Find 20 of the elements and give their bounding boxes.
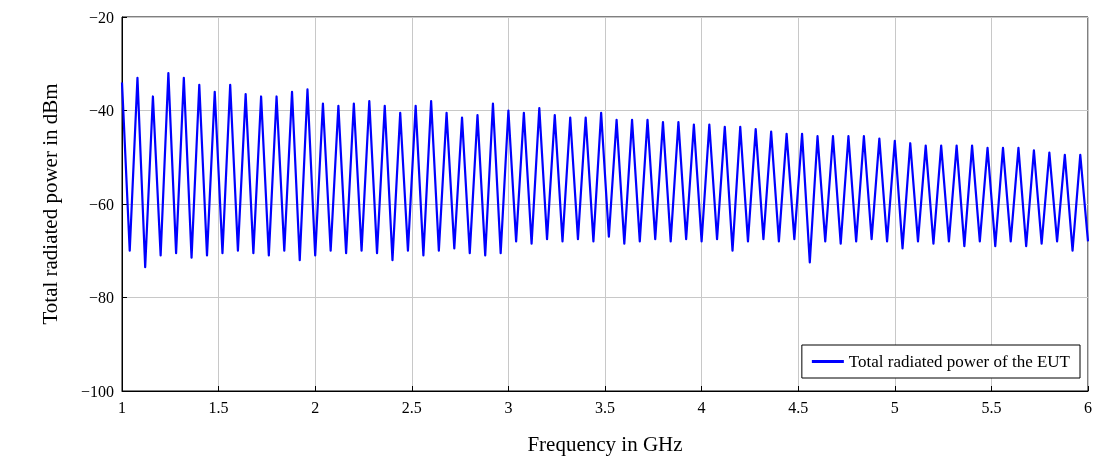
x-tick-label: 5: [890, 398, 899, 416]
x-tick-label: 4.5: [788, 398, 809, 416]
x-tick-label: 2.5: [401, 398, 422, 416]
x-tick-label: 2: [311, 398, 320, 416]
y-tick-label: −60: [88, 195, 114, 213]
x-tick-label: 1: [118, 398, 126, 416]
y-tick-label: −100: [80, 382, 114, 400]
y-tick-label: −20: [88, 8, 114, 26]
y-tick-label: −80: [88, 289, 114, 306]
x-tick-label: 3: [504, 398, 513, 416]
x-tick-label: 3.5: [595, 398, 615, 416]
legend-label: Total radiated power of the EUT: [848, 352, 1071, 371]
line-series: [120, 72, 1090, 269]
x-tick-label: 1.5: [208, 398, 229, 416]
y-axis-title: Total radiated power in dBm: [37, 83, 62, 325]
y-tick-label: −40: [88, 102, 114, 119]
x-axis-title: Frequency in GHz: [527, 431, 683, 456]
x-tick-label: 4: [697, 398, 706, 416]
x-tick-label: 5.5: [981, 398, 1002, 416]
x-tick-label: 6: [1084, 398, 1092, 416]
